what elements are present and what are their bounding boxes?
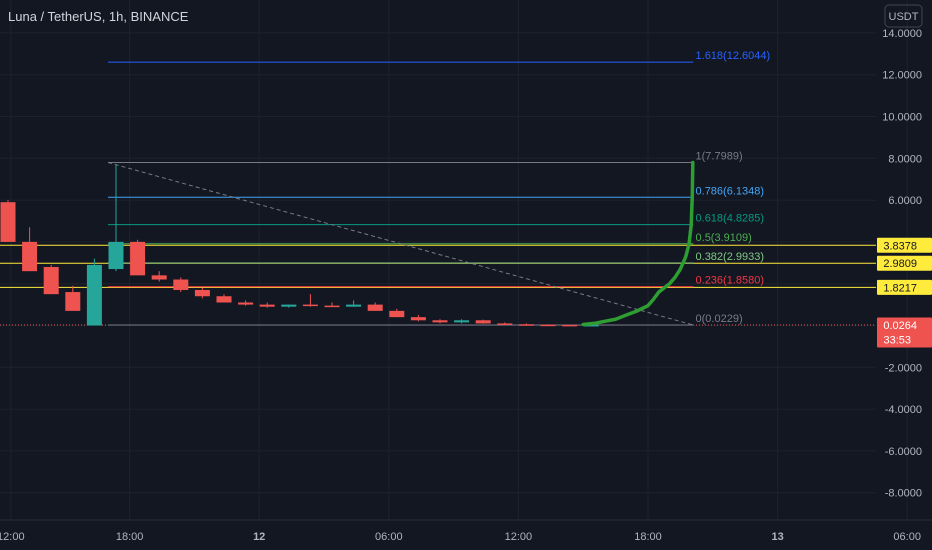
price-badge [877, 255, 932, 271]
time-tick-label: 12:00 [505, 531, 533, 543]
candle-body [86, 264, 102, 326]
candle-body [108, 241, 124, 270]
candle-body [130, 241, 146, 276]
candles[interactable] [0, 164, 599, 327]
candle-body [432, 320, 448, 323]
price-badge-label: 1.8217 [883, 282, 917, 294]
curve-path [581, 160, 695, 327]
time-tick-label: 13 [771, 531, 783, 543]
currency-button[interactable]: USDT [884, 4, 923, 28]
candle-body [281, 304, 297, 307]
fib-retracement[interactable]: 1.618(12.6044) 1(7.7989) 0.786(6.1348) 0.61… [108, 50, 771, 326]
time-tick-label: 06:00 [375, 531, 403, 543]
price-tick-label: 12.0000 [882, 70, 922, 82]
price-badge-label: 3.8378 [883, 240, 917, 252]
fib-level-label: 0(0.0229) [696, 313, 743, 325]
candle-body [540, 324, 556, 327]
candle-body [259, 304, 275, 307]
price-badge-label: 2.9809 [883, 258, 917, 270]
time-tick-label: 18:00 [116, 531, 144, 543]
price-badge-label: 0.0264 [883, 320, 917, 332]
price-tick-label: -8.0000 [885, 488, 922, 500]
candle-body [151, 275, 167, 280]
price-badge [877, 279, 932, 295]
candle-body [194, 289, 210, 297]
candle-body [302, 304, 318, 307]
drawn-curve[interactable] [581, 160, 695, 327]
fib-level-label: 0.236(1.8580) [696, 275, 765, 287]
price-tick-label: -4.0000 [885, 404, 922, 416]
time-tick-label: 12:00 [0, 531, 25, 543]
candle-body [389, 310, 405, 318]
price-tick-label: -6.0000 [885, 446, 922, 458]
candle-body [324, 305, 340, 308]
candle-body [65, 292, 81, 311]
price-tick-label: 8.0000 [888, 153, 922, 165]
candle-body [367, 304, 383, 311]
price-tick-label: 10.0000 [882, 112, 922, 124]
candle-body [475, 320, 491, 324]
trend-line-segment [107, 162, 694, 326]
candle-body [0, 202, 16, 242]
time-tick-label: 12 [253, 531, 265, 543]
time-tick-label: 18:00 [634, 531, 662, 543]
time-tick-label: 06:00 [893, 531, 921, 543]
candle-body [583, 324, 599, 327]
price-badges: 3.8378 2.9809 1.8217 0.0264 33:53 [877, 237, 932, 348]
fib-level-label: 0.618(4.8285) [696, 213, 765, 225]
candle-body [562, 324, 578, 327]
fib-level-label: 0.382(2.9933) [696, 251, 765, 263]
price-tick-label: 6.0000 [888, 195, 922, 207]
candle-body [22, 241, 38, 272]
price-tick-label: 14.0000 [882, 28, 922, 40]
candle-body [454, 320, 470, 323]
countdown-label: 33:53 [883, 334, 911, 346]
candle-body [497, 323, 513, 325]
fib-level-label: 0.5(3.9109) [696, 232, 752, 244]
time-axis[interactable]: 12:00 18:00 12 06:00 12:00 18:00 13 06:00 [0, 519, 932, 543]
fib-level-label: 1.618(12.6044) [696, 50, 771, 62]
currency-label: USDT [889, 11, 919, 23]
trend-line[interactable] [107, 162, 694, 326]
candle-body [173, 279, 189, 290]
candle-body [43, 266, 59, 295]
fib-level-label: 1(7.7989) [696, 151, 743, 163]
price-tick-label: -2.0000 [885, 362, 922, 374]
candle-body [238, 302, 254, 305]
price-badge [877, 317, 932, 348]
fib-level-label: 0.786(6.1348) [696, 185, 765, 197]
candle-body [518, 324, 534, 326]
price-badge [877, 237, 932, 253]
candle-body [216, 296, 232, 303]
candle-body [346, 304, 362, 307]
symbol-title: Luna / TetherUS, 1h, BINANCE [8, 9, 189, 24]
candle-body [410, 317, 426, 321]
